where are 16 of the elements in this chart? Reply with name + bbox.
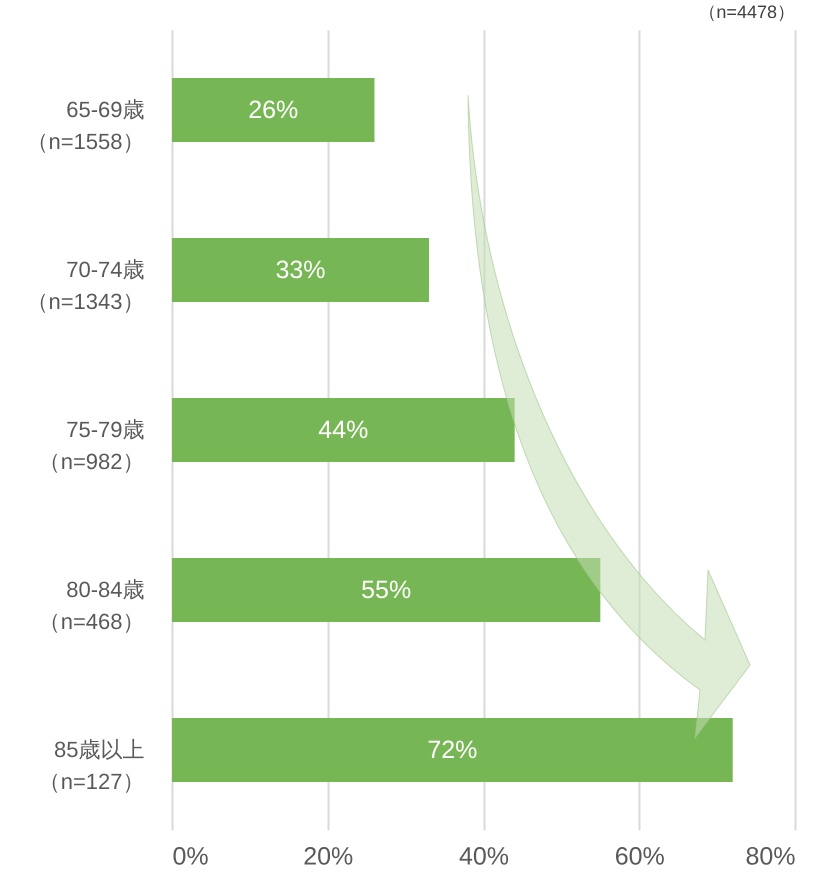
y-tick-label: 65-69歳（n=1558） xyxy=(26,97,144,154)
data-label: 26% xyxy=(248,96,298,124)
y-tick-label: 70-74歳（n=1343） xyxy=(26,257,144,314)
chart-subtitle: （n=4478） xyxy=(698,2,795,22)
data-label: 44% xyxy=(318,416,368,444)
data-label: 33% xyxy=(275,256,326,284)
x-tick-label: 40% xyxy=(458,842,510,870)
data-label: 72% xyxy=(427,736,478,764)
x-tick-label: 0% xyxy=(172,842,209,870)
y-tick-label: 85歳以上（n=127） xyxy=(38,737,144,794)
y-tick-label: 75-79歳（n=982） xyxy=(38,417,144,474)
x-tick-label: 60% xyxy=(614,842,665,870)
y-tick-label: 80-84歳（n=468） xyxy=(38,577,144,634)
x-tick-label: 80% xyxy=(745,842,796,870)
x-tick-label: 20% xyxy=(303,842,354,870)
data-label: 55% xyxy=(361,576,412,604)
